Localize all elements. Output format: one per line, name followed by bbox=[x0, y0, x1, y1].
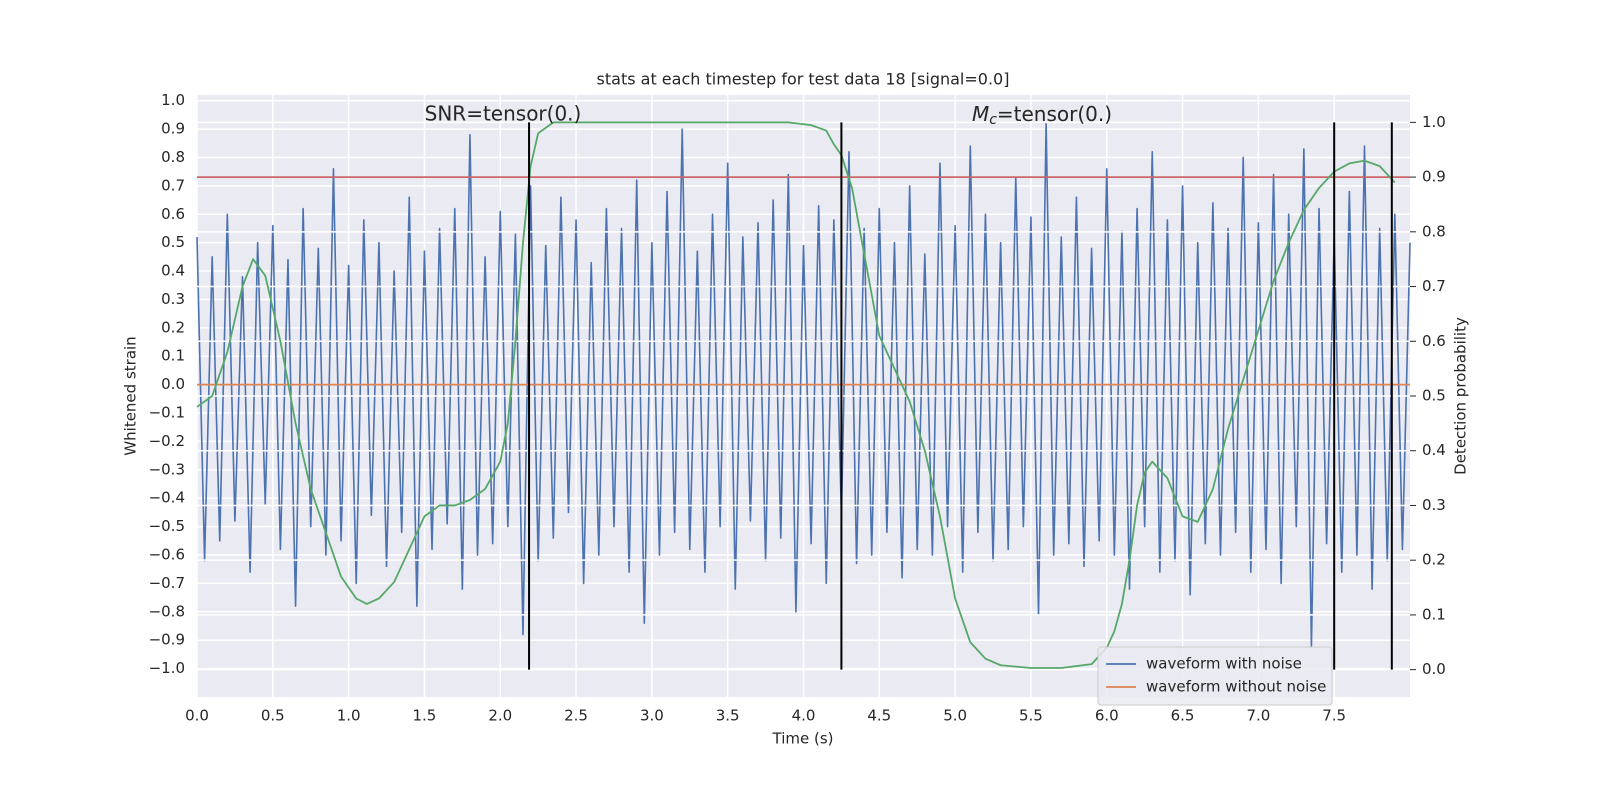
legend-label: waveform with noise bbox=[1146, 655, 1302, 673]
y-tick-label: 0.4 bbox=[161, 262, 185, 280]
y2-axis-label: Detection probability bbox=[1452, 317, 1470, 475]
x-tick-label: 2.5 bbox=[564, 707, 588, 725]
y2-tick-label: 0.8 bbox=[1422, 222, 1446, 240]
y-tick-label: −0.7 bbox=[149, 574, 185, 592]
x-tick-label: 4.0 bbox=[792, 707, 816, 725]
y-tick-label: −0.1 bbox=[149, 404, 185, 422]
x-tick-label: 3.5 bbox=[716, 707, 740, 725]
x-tick-label: 5.5 bbox=[1019, 707, 1043, 725]
y-tick-label: 0.5 bbox=[161, 233, 185, 251]
x-tick-label: 1.0 bbox=[337, 707, 361, 725]
y-tick-label: −0.6 bbox=[149, 546, 185, 564]
y2-tick-label: 0.3 bbox=[1422, 496, 1446, 514]
y-tick-label: 0.6 bbox=[161, 205, 185, 223]
x-tick-label: 3.0 bbox=[640, 707, 664, 725]
series-line bbox=[196, 121, 1396, 669]
y2-tick-label: 0.2 bbox=[1422, 551, 1446, 569]
y-tick-label: −0.8 bbox=[149, 602, 185, 620]
y-tick-label: −0.9 bbox=[149, 631, 185, 649]
legend-box bbox=[1097, 646, 1333, 706]
y2-tick-label: 1.0 bbox=[1422, 113, 1446, 131]
y-tick-label: 0.9 bbox=[161, 120, 185, 138]
y-tick-label: −0.3 bbox=[149, 460, 185, 478]
y2-tick-label: 0.7 bbox=[1422, 277, 1446, 295]
y-tick-label: 0.3 bbox=[161, 290, 185, 308]
y-tick-label: −0.2 bbox=[149, 432, 185, 450]
legend-label: waveform without noise bbox=[1146, 678, 1326, 696]
x-tick-label: 1.5 bbox=[413, 707, 437, 725]
x-axis-label: Time (s) bbox=[772, 730, 834, 748]
annotation: Mc=tensor(0.) bbox=[972, 102, 1112, 129]
x-tick-label: 4.5 bbox=[867, 707, 891, 725]
y-tick-label: 0.2 bbox=[161, 318, 185, 336]
x-tick-label: 0.0 bbox=[185, 707, 209, 725]
x-tick-label: 0.5 bbox=[261, 707, 285, 725]
y-tick-label: 0.1 bbox=[161, 347, 185, 365]
y-tick-label: 0.8 bbox=[161, 148, 185, 166]
x-tick-label: 7.0 bbox=[1246, 707, 1270, 725]
y2-tick-label: 0.5 bbox=[1422, 387, 1446, 405]
x-tick-label: 6.0 bbox=[1095, 707, 1119, 725]
annotation-subscript: c bbox=[989, 112, 997, 128]
annotation-text: =tensor(0.) bbox=[997, 102, 1112, 126]
y-tick-label: −0.5 bbox=[149, 517, 185, 535]
y-tick-label: 0.0 bbox=[161, 375, 185, 393]
x-tick-label: 2.0 bbox=[488, 707, 512, 725]
y-tick-label: −1.0 bbox=[149, 659, 185, 677]
chart-title: stats at each timestep for test data 18 … bbox=[597, 70, 1010, 89]
y-tick-label: 0.7 bbox=[161, 176, 185, 194]
y-tick-label: 1.0 bbox=[161, 91, 185, 109]
y2-tick-label: 0.9 bbox=[1422, 168, 1446, 186]
y2-tick-label: 0.4 bbox=[1422, 441, 1446, 459]
annotation-symbol: M bbox=[972, 102, 989, 126]
y2-tick-label: 0.6 bbox=[1422, 332, 1446, 350]
series-line bbox=[196, 122, 1411, 647]
y-tick-label: −0.4 bbox=[149, 489, 185, 507]
y2-tick-label: 0.1 bbox=[1422, 605, 1446, 623]
x-tick-label: 5.0 bbox=[943, 707, 967, 725]
annotation: SNR=tensor(0.) bbox=[425, 102, 582, 126]
y-axis-label: Whitened strain bbox=[122, 336, 140, 455]
y2-tick-label: 0.0 bbox=[1422, 660, 1446, 678]
x-tick-label: 7.5 bbox=[1322, 707, 1346, 725]
x-tick-label: 6.5 bbox=[1171, 707, 1195, 725]
